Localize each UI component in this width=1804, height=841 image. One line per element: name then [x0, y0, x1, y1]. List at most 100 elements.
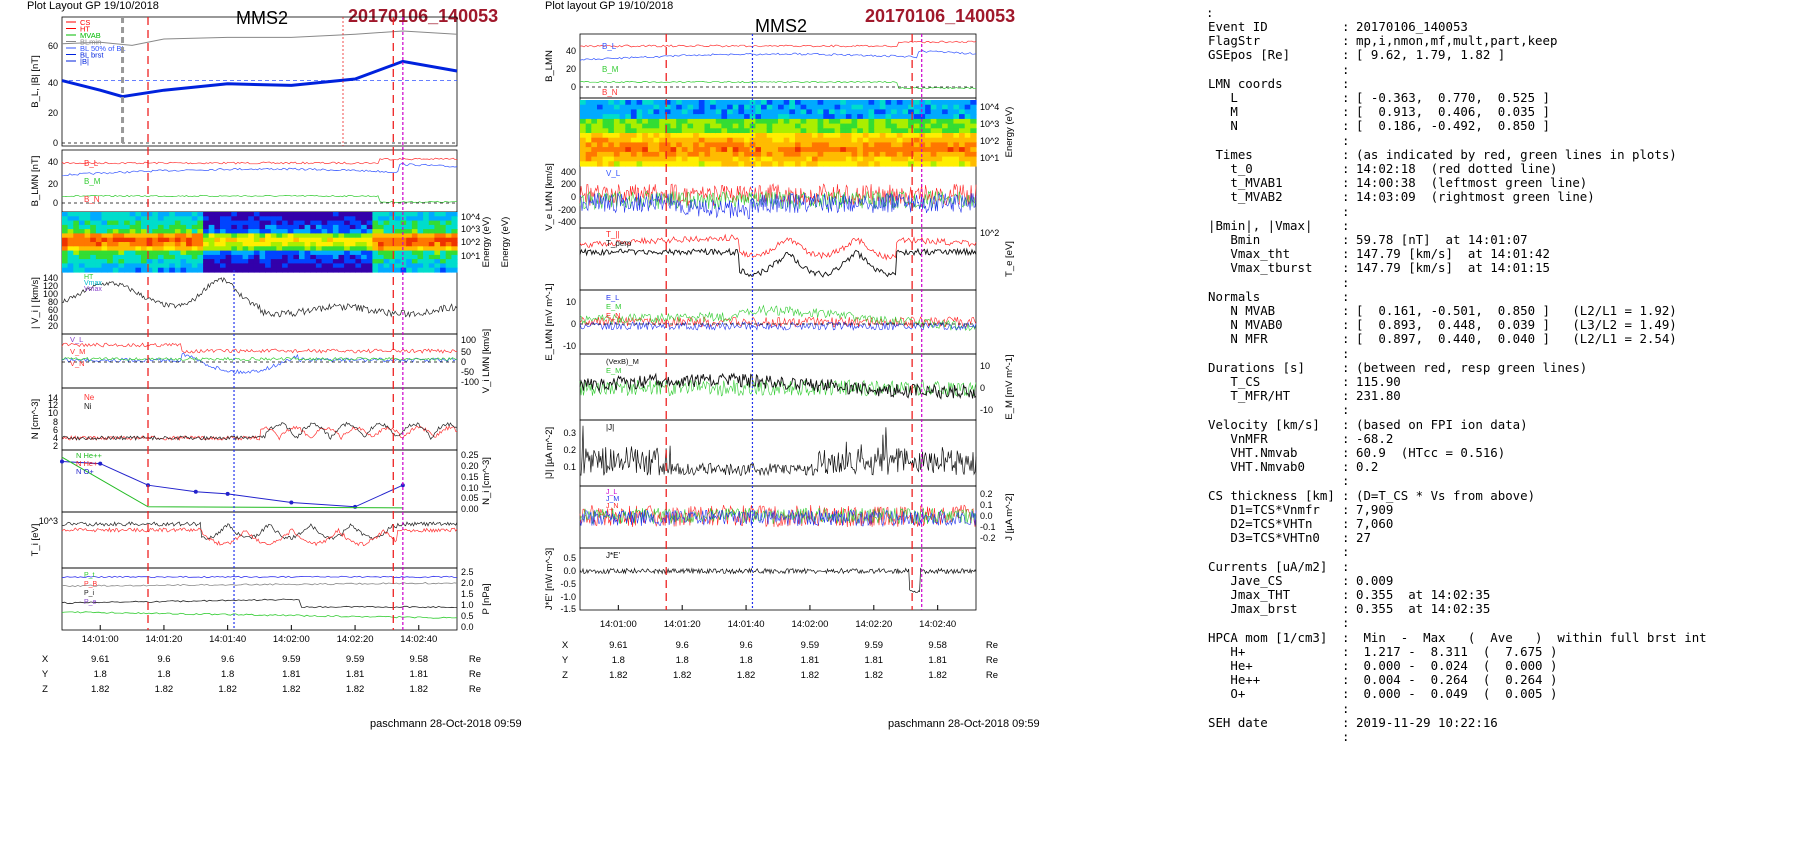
info-value: 27	[1356, 530, 1371, 546]
pos-value: 9.59	[865, 640, 884, 651]
y-tick-label: 2.0	[461, 578, 474, 588]
info-value: [ -0.363, 0.770, 0.525 ]	[1356, 90, 1550, 105]
series-em-line	[579, 304, 977, 332]
y-tick-label: 10^4	[980, 102, 999, 112]
info-row: Durations [s]: (between red, resp green l…	[1208, 360, 1587, 375]
info-colon: :	[1342, 19, 1350, 34]
panel-frame-vi	[61, 271, 458, 335]
info-row: Vmax_tht:147.79 [km/s] at 14:01:42	[1208, 247, 1550, 261]
y-axis-label: T_i [eV]	[30, 524, 41, 557]
info-value: [ 0.897, 0.440, 0.040 ] (L2/L1 = 2.54)	[1356, 331, 1677, 347]
y-axis-label: B_LMN	[544, 50, 555, 82]
info-colon: :	[1342, 587, 1350, 602]
info-colon: :	[1342, 643, 1350, 659]
info-colon: :	[1342, 388, 1350, 404]
info-row: Normals:	[1208, 289, 1349, 304]
info-row: t_MVAB2:14:03:09 (rightmost green line)	[1208, 189, 1594, 205]
legend-label: |J|	[606, 423, 614, 432]
y-tick-label: 0	[980, 383, 985, 393]
y-axis-label: P [nPa]	[481, 584, 492, 615]
info-colon: :	[1342, 473, 1350, 489]
series-vn-line	[61, 356, 458, 362]
series-ti-perp-line	[61, 527, 458, 547]
info-row: Currents [uA/m2]:	[1208, 559, 1349, 574]
info-row: GSEpos [Re]: [ 9.62, 1.79, 1.82 ]	[1208, 47, 1505, 63]
y-tick-label: 14	[48, 393, 58, 403]
info-value: Min - Max ( Ave ) within full brst int	[1356, 629, 1707, 645]
info-row: L: [ -0.363, 0.770, 0.525 ]	[1208, 90, 1550, 105]
info-key: D1=TCS*Vnmfr	[1208, 501, 1320, 517]
info-colon: :	[1342, 303, 1350, 318]
info-colon: :	[1342, 217, 1350, 233]
y-tick-label: 1.5	[461, 589, 474, 599]
info-key: GSEpos [Re]	[1208, 47, 1291, 63]
y-tick-label: 0	[53, 138, 58, 148]
legend-label: B_N	[602, 88, 618, 97]
info-key: HPCA mom [1/cm3]	[1208, 629, 1328, 645]
info-row: H+: 1.217 - 8.311 ( 7.675 )	[1208, 644, 1557, 659]
info-colon: :	[1342, 672, 1350, 688]
info-row: SEH date:2019-11-29 10:22:16	[1208, 714, 1498, 730]
series-ne-line	[61, 425, 458, 441]
info-colon: :	[1342, 487, 1350, 503]
series-ni-line	[61, 421, 458, 441]
y-axis-label: Energy (eV)	[1004, 107, 1015, 158]
y-tick-label: 10^1	[980, 153, 999, 163]
y-axis-label: N_i [cm^-3]	[481, 457, 492, 505]
pos-value: 1.82	[410, 684, 429, 695]
info-value: 0.2	[1356, 459, 1379, 475]
info-colon: :	[1342, 203, 1350, 219]
info-key: t_MVAB2	[1208, 189, 1283, 205]
series-he-pp-line	[61, 456, 403, 509]
info-colon: :	[1342, 445, 1350, 460]
info-row: D2=TCS*VHTn:7,060	[1208, 517, 1393, 531]
y-tick-label: 0.2	[563, 445, 576, 455]
info-value: 0.355 at 14:02:35	[1356, 601, 1491, 617]
y-tick-label: 100	[43, 289, 58, 299]
right-spacecraft-title: MMS2	[755, 16, 808, 36]
info-colon: :	[1342, 601, 1350, 617]
series-bn-line	[579, 80, 977, 90]
info-row: Velocity [km/s]: (based on FPI ion data)	[1208, 416, 1528, 432]
legend-label: E_N	[606, 311, 621, 320]
y-tick-label: -400	[558, 217, 576, 227]
legend-label: Vmax	[84, 280, 102, 287]
pos-value: 1.81	[865, 655, 884, 666]
info-colon: :	[1342, 359, 1350, 375]
info-value: [ 9.62, 1.79, 1.82 ]	[1356, 47, 1506, 63]
pos-value: 1.8	[94, 669, 107, 680]
info-colon: :	[1342, 658, 1350, 673]
pos-value: 1.82	[91, 684, 110, 695]
pos-row-label: Y	[562, 655, 569, 666]
y-tick-label: 0.1	[980, 500, 993, 510]
info-colon: :	[1342, 161, 1350, 176]
pos-unit: Re	[469, 654, 481, 665]
y-axis-label: T_e [eV]	[1004, 241, 1015, 277]
legend-label: N He++	[76, 451, 102, 460]
info-key: LMN coords	[1208, 75, 1283, 91]
info-key: Vmax_tburst	[1208, 260, 1313, 276]
info-colon: :	[1342, 246, 1350, 262]
y-axis-label: B_LMN [nT]	[30, 156, 41, 207]
info-value: 0.004 - 0.264 ( 0.264 )	[1356, 672, 1558, 688]
x-tick-label: 14:02:00	[273, 634, 310, 645]
info-key: Jmax_brst	[1208, 601, 1298, 617]
info-colon: :	[1342, 345, 1350, 361]
panel-frame-p	[61, 567, 458, 631]
y-tick-label: 10^2	[980, 136, 999, 146]
info-row: N MVAB: [ 0.161, -0.501, 0.850 ] (L2/L1 =…	[1208, 304, 1676, 318]
info-key: L	[1208, 90, 1238, 105]
pos-row-label: X	[42, 654, 49, 665]
series-bm-line	[61, 163, 458, 177]
info-key: VHT.Nmvab	[1208, 445, 1298, 460]
x-tick-label: 14:02:20	[337, 634, 374, 645]
info-value: 0.000 - 0.049 ( 0.005 )	[1356, 686, 1558, 702]
info-key: SEH date	[1208, 714, 1268, 730]
info-key: Velocity [km/s]	[1208, 416, 1320, 432]
info-colon: :	[1342, 700, 1350, 716]
legend-label: N O+	[76, 467, 94, 476]
info-row: Vmax_tburst:147.79 [km/s] at 14:01:15	[1208, 260, 1550, 276]
series-jn-line	[579, 509, 977, 528]
series-vl-line	[61, 342, 458, 354]
info-row: T_CS:115.90	[1208, 375, 1400, 389]
